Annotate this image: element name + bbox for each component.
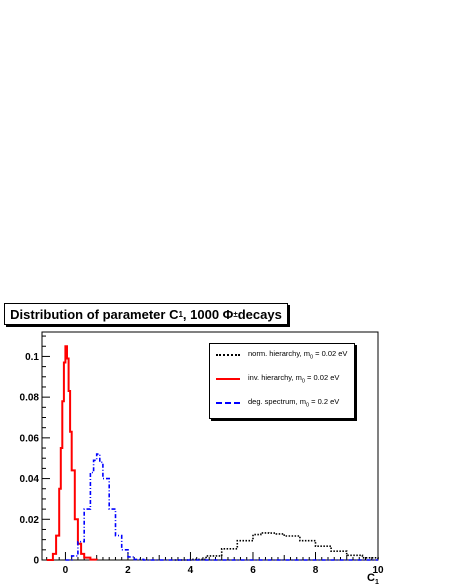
- y-tick-label: 0.06: [20, 433, 40, 444]
- x-tick-label: 4: [188, 565, 194, 576]
- title-suffix: decays: [237, 306, 282, 322]
- title-prefix: Distribution of parameter C: [10, 306, 179, 322]
- x-tick-label: 0: [63, 565, 69, 576]
- legend-swatch-inv-hierarchy: [216, 378, 240, 380]
- plot-frame: [41, 331, 379, 561]
- title-superscript: ±: [233, 309, 238, 319]
- x-tick-label: 2: [125, 565, 131, 576]
- x-tick-label: 8: [313, 565, 319, 576]
- legend-item-norm-hierarchy: norm. hierarchy, m0 = 0.02 eV: [216, 348, 347, 362]
- y-tick-label: 0.08: [20, 393, 40, 404]
- title-middle: , 1000 Φ: [182, 306, 234, 322]
- y-tick-label: 0.1: [25, 352, 39, 363]
- plot-axes: 0 2 4 6 8 10 0 0.02 0.04 0.06 0.08 0.1: [20, 331, 384, 576]
- x-tick-label: 10: [372, 565, 384, 576]
- legend-item-deg-spectrum: deg. spectrum, m0 = 0.2 eV: [216, 396, 339, 410]
- x-axis-label: C1: [367, 572, 379, 587]
- y-tick-label: 0: [33, 556, 39, 567]
- legend-swatch-deg-spectrum: [216, 402, 240, 404]
- series-line-2: [65, 453, 378, 561]
- series-line-0: [174, 532, 379, 561]
- x-tick-label: 6: [250, 565, 256, 576]
- title-subscript: 1: [178, 309, 183, 319]
- legend-label: norm. hierarchy, m0 = 0.02 eV: [248, 349, 348, 361]
- series-line-1: [46, 345, 98, 561]
- y-tick-label: 0.02: [20, 515, 40, 526]
- legend-item-inv-hierarchy: inv. hierarchy, m0 = 0.02 eV: [216, 372, 339, 386]
- series-layer: [46, 345, 379, 561]
- y-tick-label: 0.04: [20, 474, 40, 485]
- legend: norm. hierarchy, m0 = 0.02 eV inv. hiera…: [209, 343, 355, 419]
- legend-swatch-norm-hierarchy: [216, 354, 240, 356]
- legend-label: inv. hierarchy, m0 = 0.02 eV: [248, 373, 340, 385]
- legend-label: deg. spectrum, m0 = 0.2 eV: [248, 397, 340, 409]
